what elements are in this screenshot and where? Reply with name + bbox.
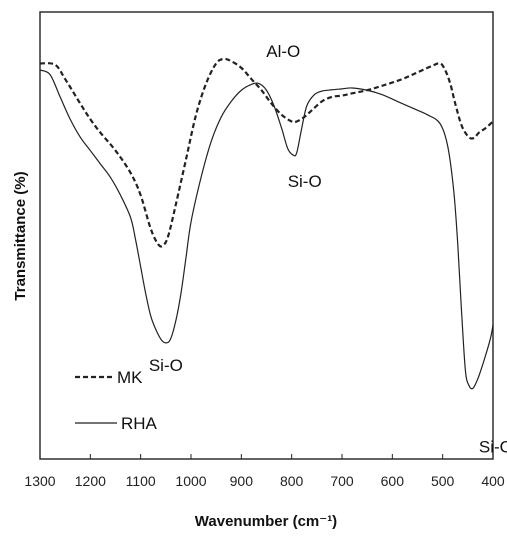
legend-label-rha: RHA <box>121 414 158 433</box>
x-tick-label: 700 <box>330 473 354 489</box>
annotation-layer: Al-O Si-O Si-O Si-O <box>149 42 507 456</box>
x-axis-label: Wavenumber (cm⁻¹) <box>195 513 337 530</box>
x-tick-label: 800 <box>280 473 304 489</box>
peak-annotation: Si-O <box>479 437 507 456</box>
series-layer <box>39 57 494 390</box>
legend: MK RHA <box>75 368 158 433</box>
peak-annotation: Si-O <box>288 172 322 191</box>
x-tick-label: 1200 <box>75 473 106 489</box>
plot-frame <box>39 11 494 460</box>
peak-annotation: Si-O <box>149 356 183 375</box>
peak-annotation: Al-O <box>266 42 300 61</box>
x-tick-label: 1000 <box>175 473 206 489</box>
series-line-mk <box>39 57 494 248</box>
series-line-rha <box>39 69 494 390</box>
x-tick-label: 600 <box>381 473 405 489</box>
y-axis-label: Transmittance (%) <box>12 171 29 300</box>
x-tick-label: 1300 <box>24 473 55 489</box>
x-tick-label: 400 <box>481 473 505 489</box>
x-tick-label: 1100 <box>126 473 156 489</box>
x-axis-ticks: 1300 1200 1100 1000 900 800 700 600 500 400 <box>24 454 505 489</box>
x-tick-label: 900 <box>230 473 254 489</box>
x-tick-label: 500 <box>431 473 455 489</box>
legend-label-mk: MK <box>117 368 143 387</box>
